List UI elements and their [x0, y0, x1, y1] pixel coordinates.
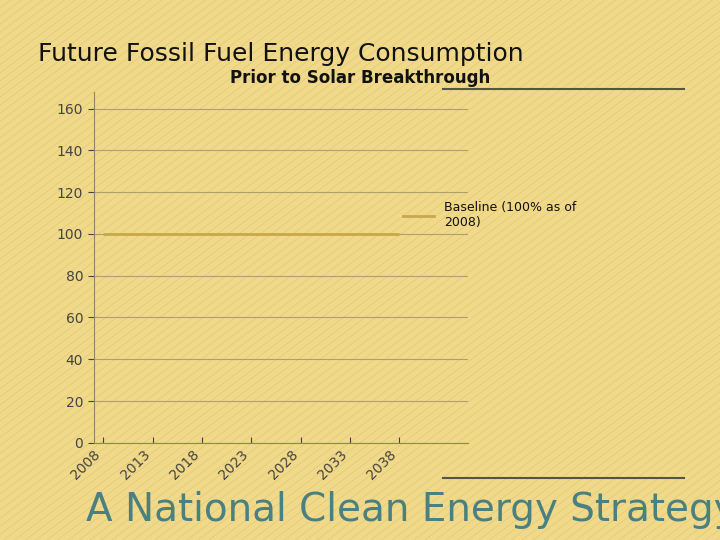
Text: A National Clean Energy Strategy: A National Clean Energy Strategy [86, 491, 720, 529]
Text: Prior to Solar Breakthrough: Prior to Solar Breakthrough [230, 69, 490, 87]
Legend: Baseline (100% as of
2008): Baseline (100% as of 2008) [398, 197, 582, 234]
Title: Future Fossil Fuel Energy Consumption: Future Fossil Fuel Energy Consumption [38, 42, 523, 66]
